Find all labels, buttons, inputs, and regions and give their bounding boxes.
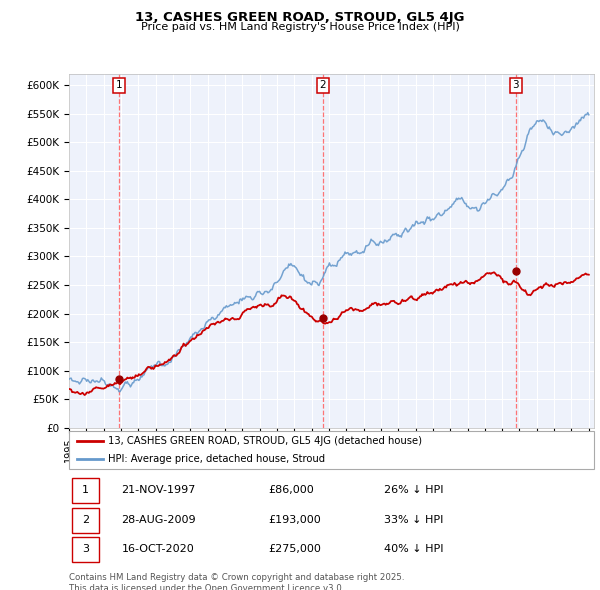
Text: 1: 1 xyxy=(82,486,89,495)
Text: Price paid vs. HM Land Registry's House Price Index (HPI): Price paid vs. HM Land Registry's House … xyxy=(140,22,460,32)
FancyBboxPatch shape xyxy=(71,507,99,533)
Text: 1: 1 xyxy=(116,80,122,90)
Text: 40% ↓ HPI: 40% ↓ HPI xyxy=(384,545,443,554)
Text: 28-AUG-2009: 28-AUG-2009 xyxy=(121,515,196,525)
Text: £193,000: £193,000 xyxy=(269,515,321,525)
Text: 3: 3 xyxy=(512,80,519,90)
Text: HPI: Average price, detached house, Stroud: HPI: Average price, detached house, Stro… xyxy=(109,454,325,464)
FancyBboxPatch shape xyxy=(71,478,99,503)
FancyBboxPatch shape xyxy=(69,431,594,469)
Text: 21-NOV-1997: 21-NOV-1997 xyxy=(121,486,196,495)
Text: 16-OCT-2020: 16-OCT-2020 xyxy=(121,545,194,554)
Text: 3: 3 xyxy=(82,545,89,554)
Text: 13, CASHES GREEN ROAD, STROUD, GL5 4JG: 13, CASHES GREEN ROAD, STROUD, GL5 4JG xyxy=(135,11,465,24)
Text: £275,000: £275,000 xyxy=(269,545,322,554)
Text: 2: 2 xyxy=(82,515,89,525)
FancyBboxPatch shape xyxy=(71,537,99,562)
Text: 2: 2 xyxy=(320,80,326,90)
Text: 33% ↓ HPI: 33% ↓ HPI xyxy=(384,515,443,525)
Text: 26% ↓ HPI: 26% ↓ HPI xyxy=(384,486,443,495)
Text: Contains HM Land Registry data © Crown copyright and database right 2025.
This d: Contains HM Land Registry data © Crown c… xyxy=(69,573,404,590)
Text: £86,000: £86,000 xyxy=(269,486,314,495)
Text: 13, CASHES GREEN ROAD, STROUD, GL5 4JG (detached house): 13, CASHES GREEN ROAD, STROUD, GL5 4JG (… xyxy=(109,437,422,447)
